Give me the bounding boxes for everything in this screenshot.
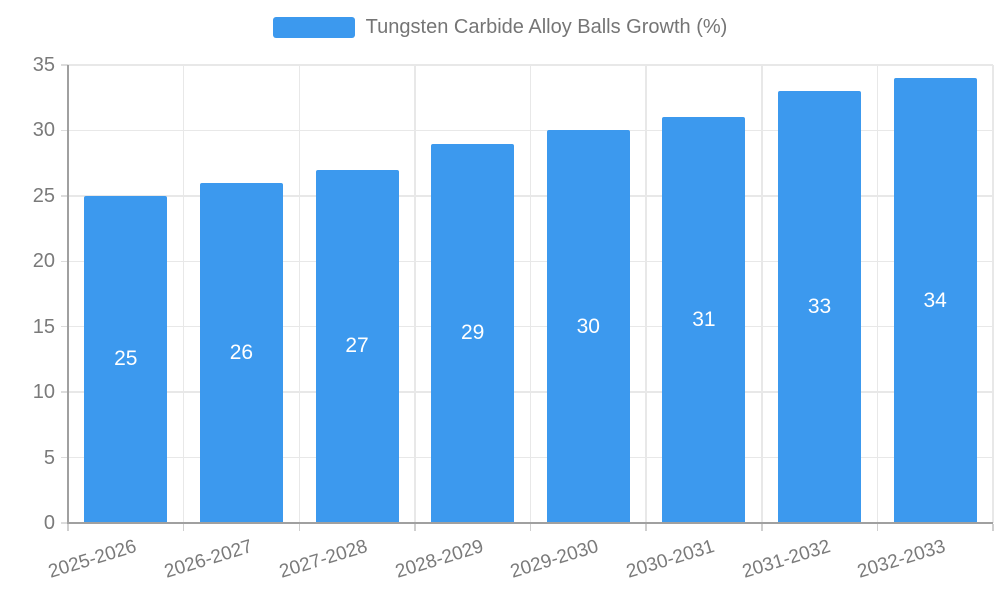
x-axis-tick-label: 2032-2033	[855, 536, 949, 583]
v-gridline	[182, 65, 185, 523]
x-axis-tick	[992, 524, 994, 531]
y-axis-tick	[61, 129, 68, 132]
x-axis-tick	[645, 524, 647, 531]
x-axis-line	[68, 522, 993, 524]
bar[interactable]: 27	[315, 169, 399, 523]
x-axis-tick	[529, 524, 532, 531]
y-axis-tick	[61, 391, 68, 393]
x-axis-tick-label: 2028-2029	[392, 536, 486, 583]
legend-item[interactable]: Tungsten Carbide Alloy Balls Growth (%)	[0, 16, 1000, 39]
y-axis-tick	[61, 260, 68, 263]
x-axis-tick	[876, 524, 879, 531]
y-axis-tick	[61, 456, 68, 459]
y-axis-tick-label: 5	[43, 446, 55, 469]
v-gridline	[298, 65, 300, 523]
y-axis-tick-label: 0	[43, 512, 55, 534]
bar-value-label: 27	[345, 334, 369, 358]
v-gridline	[645, 65, 647, 523]
legend-label: Tungsten Carbide Alloy Balls Growth (%)	[365, 16, 728, 38]
bar-value-label: 33	[807, 295, 832, 319]
y-axis-tick-label: 25	[32, 184, 55, 207]
x-axis-tick-label: 2026-2027	[161, 536, 255, 583]
x-axis-tick	[298, 524, 300, 531]
bar-value-label: 29	[461, 321, 485, 345]
bar-value-label: 25	[114, 347, 138, 371]
x-axis-tick	[414, 524, 416, 531]
v-gridline	[992, 65, 994, 523]
bar-value-label: 26	[229, 340, 254, 364]
x-axis-tick	[761, 524, 763, 531]
x-axis-tick-label: 2027-2028	[277, 536, 371, 583]
x-axis-tick-label: 2025-2026	[45, 536, 139, 583]
v-gridline	[414, 65, 416, 523]
bar[interactable]: 30	[546, 130, 630, 523]
y-axis-tick-label: 10	[32, 381, 55, 404]
bar[interactable]: 25	[84, 195, 168, 523]
legend-swatch-icon	[272, 17, 355, 38]
bar-value-label: 31	[692, 308, 716, 332]
x-axis-tick	[67, 524, 69, 531]
y-axis-tick-label: 35	[32, 54, 55, 76]
x-axis-tick-label: 2029-2030	[508, 536, 602, 583]
y-axis-tick	[61, 325, 68, 328]
bar[interactable]: 26	[199, 182, 283, 523]
y-axis-line	[67, 65, 69, 524]
x-axis-tick	[182, 524, 185, 531]
v-gridline	[876, 65, 879, 523]
x-axis-tick-label: 2030-2031	[624, 536, 718, 583]
bar-value-label: 34	[923, 288, 947, 312]
y-axis-tick-label: 20	[32, 250, 55, 273]
bar[interactable]: 31	[662, 117, 746, 523]
bar[interactable]: 34	[893, 78, 977, 523]
v-gridline	[761, 65, 763, 523]
y-axis-tick-label: 30	[32, 119, 55, 142]
y-axis-tick	[61, 522, 68, 524]
bar-value-label: 30	[576, 314, 600, 338]
y-axis-tick-label: 15	[32, 315, 55, 338]
y-axis-tick	[61, 64, 68, 66]
v-gridline	[529, 65, 532, 523]
bar[interactable]: 33	[778, 91, 862, 523]
x-axis-tick-label: 2031-2032	[739, 536, 833, 583]
bar[interactable]: 29	[431, 143, 515, 523]
y-axis-tick	[61, 195, 68, 197]
